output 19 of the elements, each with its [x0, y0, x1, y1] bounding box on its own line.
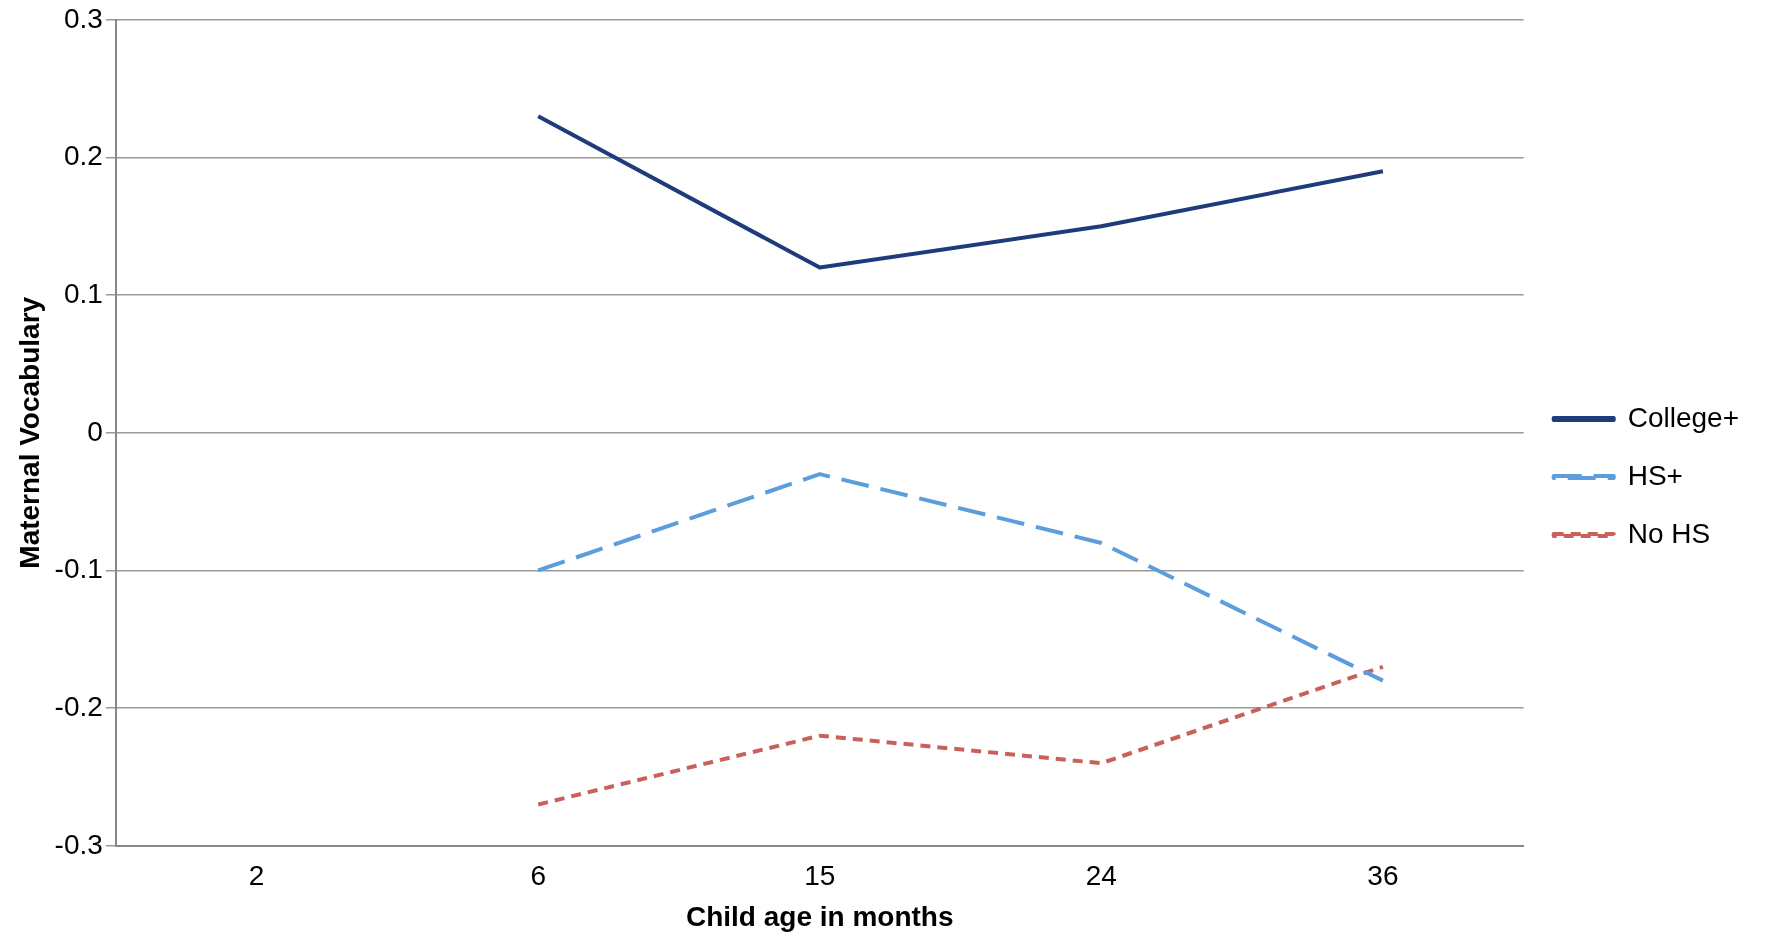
x-tick-label: 6 [530, 860, 546, 892]
x-tick-label: 15 [804, 860, 836, 892]
x-tick-label: 36 [1367, 860, 1399, 892]
y-tick-label: -0.2 [54, 690, 103, 722]
legend-label: No HS [1627, 517, 1711, 549]
y-tick-label: 0.2 [63, 140, 103, 172]
line-series [536, 472, 1385, 683]
y-tick-label: 0.3 [63, 2, 103, 34]
x-tick-label: 2 [248, 860, 265, 892]
x-tick-label: 24 [1085, 860, 1117, 892]
y-tick-label: -0.1 [54, 553, 103, 585]
y-axis-title: Maternal Vocabulary [13, 296, 45, 569]
y-tick-label: 0 [87, 415, 103, 447]
legend-label: HS+ [1627, 459, 1683, 491]
legend-label: College+ [1627, 401, 1740, 433]
line-series [536, 664, 1385, 807]
y-tick-label: -0.3 [54, 828, 103, 860]
y-tick-label: 0.1 [63, 277, 103, 309]
x-axis-title: Child age in months [685, 900, 954, 932]
